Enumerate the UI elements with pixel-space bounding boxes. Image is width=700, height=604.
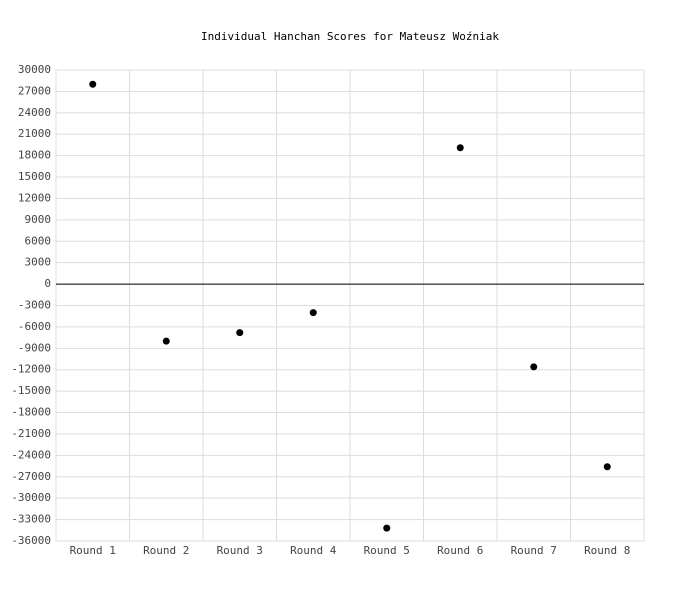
y-tick-label: 24000	[18, 106, 51, 119]
x-tick-label: Round 5	[364, 544, 410, 557]
y-tick-label: 30000	[18, 63, 51, 76]
y-tick-label: 0	[44, 277, 51, 290]
x-tick-label: Round 4	[290, 544, 337, 557]
y-tick-label: 12000	[18, 191, 51, 204]
point	[603, 463, 611, 471]
y-tick-label: 6000	[25, 234, 52, 247]
point	[89, 80, 97, 88]
y-tick-label: -30000	[11, 491, 51, 504]
y-tick-label: 21000	[18, 127, 51, 140]
point	[456, 144, 464, 152]
y-tick-label: -33000	[11, 513, 51, 526]
x-tick-label: Round 1	[70, 544, 116, 557]
x-tick-label: Round 3	[217, 544, 263, 557]
y-tick-label: 27000	[18, 84, 51, 97]
y-tick-label: -21000	[11, 427, 51, 440]
y-tick-label: 3000	[25, 256, 52, 269]
y-tick-label: 18000	[18, 149, 51, 162]
x-tick-label: Round 7	[511, 544, 557, 557]
y-tick-label: -6000	[18, 320, 51, 333]
x-tick-label: Round 8	[584, 544, 630, 557]
chart-title: Individual Hanchan Scores for Mateusz Wo…	[201, 30, 499, 43]
y-tick-label: -3000	[18, 299, 51, 312]
y-tick-label: -15000	[11, 384, 51, 397]
y-tick-label: 9000	[25, 213, 52, 226]
y-tick-label: -9000	[18, 341, 51, 354]
x-tick-label: Round 2	[143, 544, 189, 557]
point	[383, 524, 391, 532]
x-tick-label: Round 6	[437, 544, 483, 557]
point	[309, 309, 317, 317]
point	[530, 363, 538, 371]
point	[162, 337, 170, 345]
y-tick-label: -36000	[11, 534, 51, 547]
y-tick-label: -12000	[11, 363, 51, 376]
y-tick-label: 15000	[18, 170, 51, 183]
point	[236, 329, 244, 337]
y-tick-label: -24000	[11, 448, 51, 461]
y-tick-label: -18000	[11, 406, 51, 419]
y-tick-label: -27000	[11, 470, 51, 483]
